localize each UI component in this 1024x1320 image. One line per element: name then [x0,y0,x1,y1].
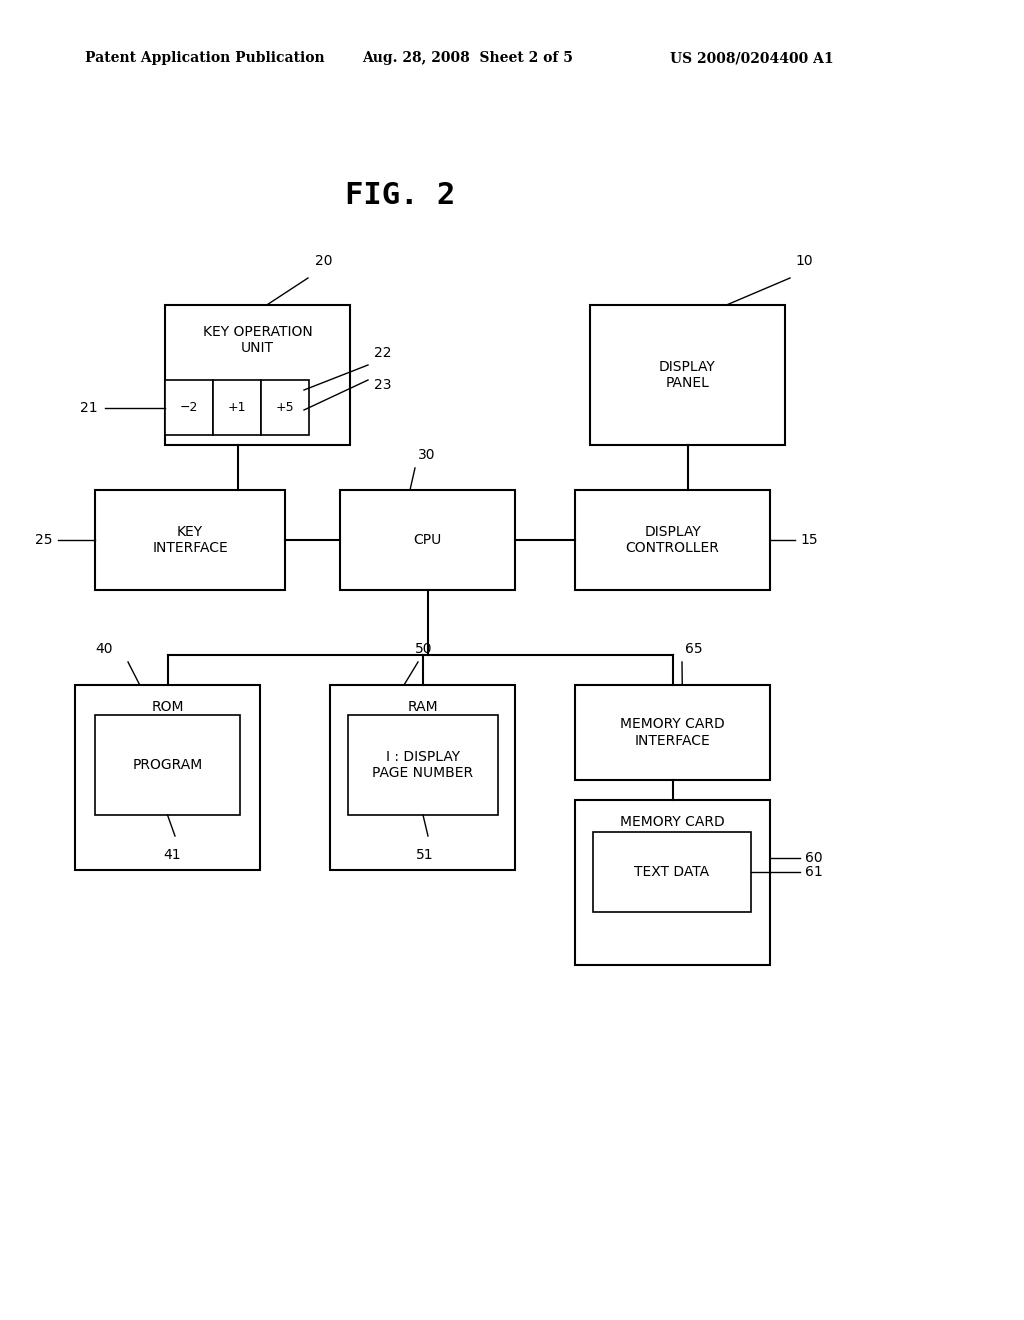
Text: ROM: ROM [152,700,183,714]
Text: FIG. 2: FIG. 2 [345,181,455,210]
Text: I : DISPLAY
PAGE NUMBER: I : DISPLAY PAGE NUMBER [373,750,473,780]
Text: 10: 10 [795,253,813,268]
Text: PROGRAM: PROGRAM [132,758,203,772]
Text: +1: +1 [227,401,246,414]
Text: 23: 23 [374,378,391,392]
Bar [165,380,213,436]
Text: 21: 21 [80,400,98,414]
Bar [340,490,515,590]
Text: CPU: CPU [414,533,441,546]
Bar [590,305,785,445]
Bar [165,305,350,445]
Bar [95,715,240,814]
Text: Aug. 28, 2008  Sheet 2 of 5: Aug. 28, 2008 Sheet 2 of 5 [362,51,572,65]
Text: RAM: RAM [408,700,438,714]
Text: 15: 15 [800,533,817,546]
Text: 65: 65 [685,642,702,656]
Text: KEY OPERATION
UNIT: KEY OPERATION UNIT [203,325,312,355]
Text: TEXT DATA: TEXT DATA [635,865,710,879]
Bar [593,832,751,912]
Text: 50: 50 [415,642,432,656]
Text: DISPLAY
CONTROLLER: DISPLAY CONTROLLER [626,525,720,556]
Bar [75,685,260,870]
Text: 25: 25 [35,533,52,546]
Bar [575,490,770,590]
Text: 20: 20 [315,253,333,268]
Bar [95,490,285,590]
Bar [213,380,261,436]
Text: Patent Application Publication: Patent Application Publication [85,51,325,65]
Text: 40: 40 [95,642,113,656]
Bar [348,715,498,814]
Text: 22: 22 [374,346,391,360]
Text: +5: +5 [275,401,294,414]
Bar [330,685,515,870]
Text: DISPLAY
PANEL: DISPLAY PANEL [659,360,716,391]
Text: 51: 51 [416,847,434,862]
Text: 61: 61 [805,865,822,879]
Bar [261,380,309,436]
Bar [575,685,770,780]
Text: MEMORY CARD
INTERFACE: MEMORY CARD INTERFACE [621,717,725,747]
Bar [575,800,770,965]
Text: 41: 41 [163,847,181,862]
Text: MEMORY CARD: MEMORY CARD [621,814,725,829]
Text: 60: 60 [805,851,822,865]
Text: 30: 30 [418,447,435,462]
Text: KEY
INTERFACE: KEY INTERFACE [153,525,228,556]
Text: −2: −2 [180,401,199,414]
Text: US 2008/0204400 A1: US 2008/0204400 A1 [670,51,834,65]
